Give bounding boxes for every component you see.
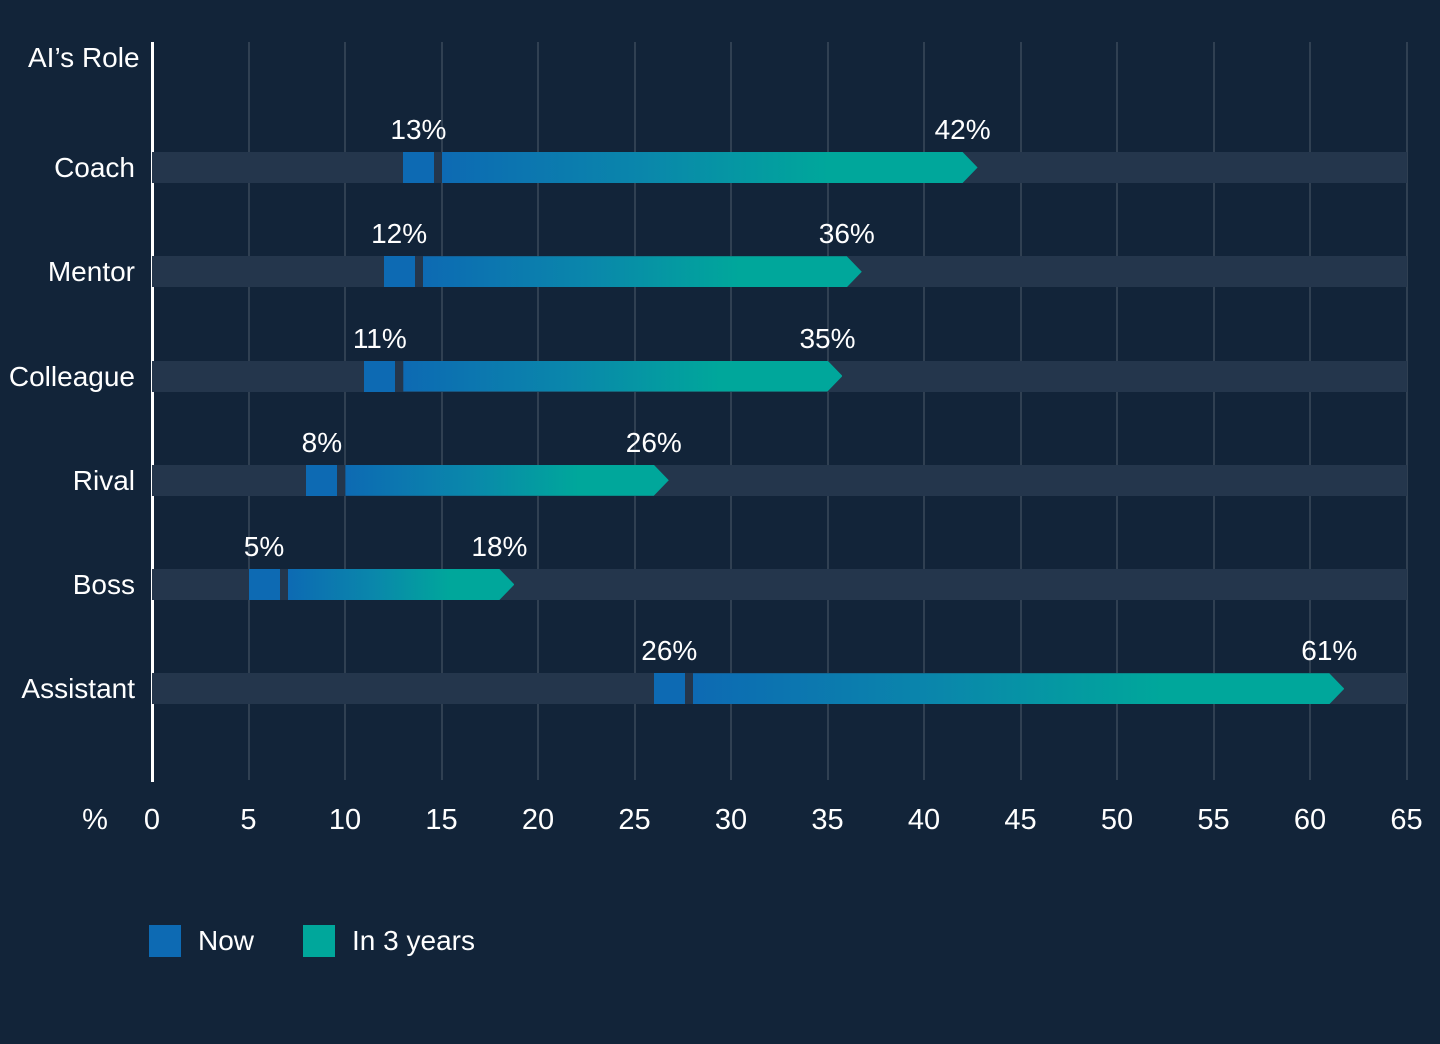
value-label-in-3-years-colleague: 35% — [799, 322, 856, 354]
x-axis-unit-label: % — [82, 804, 108, 836]
legend-swatch-now-icon — [149, 925, 181, 957]
bar-now-rival — [306, 464, 338, 496]
bar-in-3-years-assistant — [693, 673, 1345, 704]
x-tick-label-15: 15 — [425, 804, 458, 836]
value-label-now-rival: 8% — [301, 426, 343, 458]
legend-swatch-in-3-years-icon — [303, 925, 336, 957]
bar-now-coach — [402, 152, 434, 183]
x-tick-label-40: 40 — [907, 804, 941, 836]
x-tick-label-35: 35 — [811, 804, 844, 836]
row-band-rival — [152, 464, 1407, 496]
value-label-in-3-years-assistant: 61% — [1301, 635, 1358, 667]
value-label-in-3-years-rival: 26% — [625, 426, 682, 458]
gridline-50 — [1116, 42, 1118, 780]
value-label-in-3-years-coach: 42% — [934, 114, 991, 145]
category-label-boss: Boss — [72, 569, 135, 600]
bar-in-3-years-coach — [442, 152, 978, 183]
gridline-30 — [730, 42, 732, 780]
category-label-assistant: Assistant — [21, 673, 135, 705]
value-label-now-colleague: 11% — [352, 322, 407, 354]
gridline-45 — [1019, 42, 1022, 780]
category-label-colleague: Colleague — [8, 360, 135, 392]
gridline-20 — [537, 42, 539, 780]
legend-label-now: Now — [198, 925, 255, 956]
gridline-15 — [440, 42, 443, 780]
x-tick-label-25: 25 — [618, 804, 651, 836]
bar-in-3-years-colleague — [403, 361, 842, 392]
value-label-in-3-years-mentor: 36% — [818, 218, 875, 250]
x-tick-label-60: 60 — [1293, 804, 1327, 836]
x-tick-label-5: 5 — [240, 804, 257, 836]
bar-now-boss — [248, 569, 280, 600]
legend-label-in-3-years: In 3 years — [352, 925, 475, 956]
gridline-60 — [1309, 42, 1311, 780]
category-label-rival: Rival — [72, 464, 135, 496]
x-tick-label-55: 55 — [1197, 804, 1230, 836]
x-tick-label-45: 45 — [1004, 804, 1037, 836]
bar-now-colleague — [364, 360, 396, 392]
x-tick-label-30: 30 — [714, 804, 748, 836]
value-label-now-boss: 5% — [243, 531, 285, 562]
x-tick-label-20: 20 — [521, 804, 555, 836]
legend: Now In 3 years — [149, 925, 475, 957]
x-tick-label-0: 0 — [143, 804, 161, 836]
y-axis-line — [151, 42, 154, 782]
gridline-65 — [1405, 42, 1408, 780]
axis-title: AI’s Role — [28, 42, 140, 73]
gridline-5 — [247, 42, 250, 780]
value-label-now-assistant: 26% — [641, 635, 698, 667]
bar-in-3-years-boss — [288, 569, 515, 600]
bar-in-3-years-mentor — [423, 256, 862, 287]
gridline-40 — [923, 42, 925, 780]
x-tick-label-50: 50 — [1100, 804, 1134, 836]
value-label-now-coach: 13% — [390, 114, 447, 145]
legend-item-in-3-years: In 3 years — [303, 925, 475, 957]
category-label-coach: Coach — [54, 152, 135, 183]
value-label-now-mentor: 12% — [371, 218, 428, 250]
gridline-55 — [1212, 42, 1215, 780]
value-label-in-3-years-boss: 18% — [471, 531, 528, 562]
gridline-25 — [633, 42, 636, 780]
bar-now-assistant — [653, 673, 685, 705]
gridline-35 — [826, 42, 829, 780]
gridline-10 — [344, 42, 346, 780]
x-tick-label-65: 65 — [1390, 804, 1423, 836]
bar-in-3-years-rival — [345, 465, 668, 496]
category-label-mentor: Mentor — [47, 256, 135, 288]
x-tick-label-10: 10 — [328, 804, 362, 836]
legend-item-now: Now — [149, 925, 254, 957]
bar-now-mentor — [383, 256, 415, 288]
